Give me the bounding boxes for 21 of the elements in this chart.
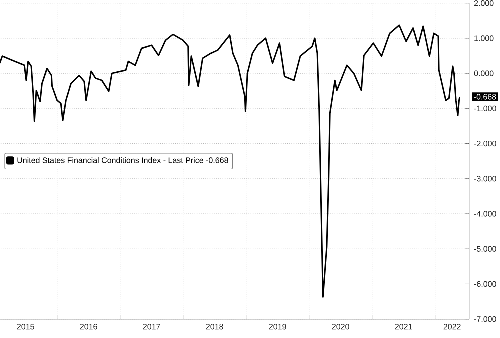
- y-tick-label: -7.000: [474, 316, 496, 322]
- y-tick-label: -5.000: [474, 246, 496, 252]
- annotation: -0.668: [474, 94, 496, 100]
- y-tick-label: 1.000: [474, 36, 494, 42]
- y-tick-label: -6.000: [474, 281, 496, 288]
- y-tick-label: 2.000: [474, 0, 494, 6]
- y-tick-label: -2.000: [474, 140, 496, 147]
- x-tick-label: 2017: [143, 324, 160, 330]
- x-tick-label: 2020: [332, 324, 350, 330]
- legend-label: United States Financial Conditions Index - Last Price -0.668: [18, 157, 228, 164]
- y-tick-label: -1.000: [474, 106, 496, 112]
- x-tick-label: 2019: [269, 324, 286, 330]
- x-tick-label: 2022: [444, 324, 461, 330]
- x-tick-label: 2021: [395, 324, 412, 330]
- line-series: [0, 24, 461, 298]
- x-tick-label: 2015: [17, 324, 34, 330]
- x-tick-label: 2018: [206, 324, 224, 330]
- x-tick-label: 2016: [80, 324, 98, 330]
- y-tick-label: -3.000: [474, 176, 496, 182]
- y-tick-label: 0.000: [474, 70, 494, 76]
- y-tick-label: -4.000: [474, 211, 496, 217]
